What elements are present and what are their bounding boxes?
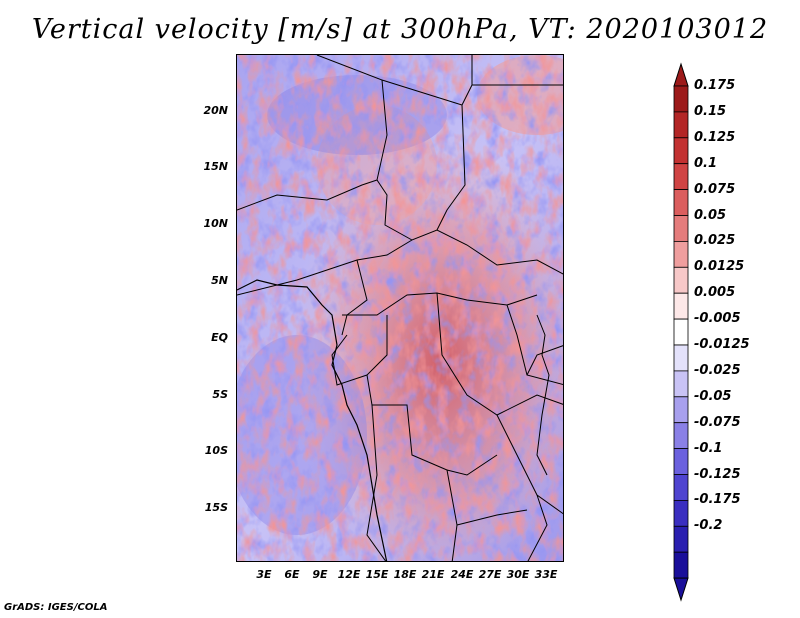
colorbar-level-label: 0.0125 [694,259,745,275]
colorbar-level-label: -0.075 [694,414,741,430]
colorbar-level-label: -0.125 [694,466,741,482]
colorbar-swatch [673,499,689,527]
colorbar-swatch [673,240,689,268]
lat-label-10S: 10S [204,444,228,457]
colorbar-level-label: 0.1 [694,155,718,171]
colorbar-level-label: 0.125 [694,129,736,145]
colorbar-swatch [673,422,689,450]
lat-label-5S: 5S [212,388,228,401]
colorbar-level-label: -0.05 [694,388,732,404]
colorbar-swatch [673,215,689,242]
colorbar-swatch [673,137,689,165]
colorbar-swatch [673,344,689,372]
colorbar-level-label: 0.05 [694,207,727,223]
field-texture [237,55,563,561]
colorbar-swatch [673,396,689,424]
lon-label-3E: 3E [256,568,272,581]
colorbar-swatch [673,266,689,294]
colorbar-swatch [673,318,689,346]
lon-label-21E: 21E [421,568,445,581]
lat-label-15N: 15N [203,160,228,173]
colorbar-swatch [673,292,689,320]
lon-label-30E: 30E [506,568,530,581]
map-field-svg [237,55,563,561]
lon-label-24E: 24E [450,568,474,581]
colorbar [673,62,689,602]
colorbar-level-label: 0.005 [694,285,736,301]
colorbar-level-label: -0.175 [694,492,741,508]
colorbar-level-label: 0.025 [694,233,736,249]
map-plot [236,54,564,562]
colorbar-bottom-cap [673,577,689,602]
lat-label-15S: 15S [204,501,228,514]
great-lakes-outline [536,314,550,476]
colorbar-swatch [673,163,689,190]
coastline [237,279,388,561]
colorbar-level-label: -0.1 [694,440,723,456]
lon-label-27E: 27E [478,568,502,581]
lon-label-18E: 18E [393,568,417,581]
colorbar-level-label: -0.005 [694,311,741,327]
colorbar-swatch [673,189,689,216]
lon-label-33E: 33E [534,568,558,581]
lon-label-12E: 12E [337,568,361,581]
colorbar-swatch [673,448,689,475]
country-borders [237,55,563,561]
colorbar-swatch [673,111,689,139]
lat-label-5N: 5N [211,274,228,287]
lon-label-9E: 9E [312,568,328,581]
colorbar-top-cap [673,62,689,87]
colorbar-level-label: -0.2 [694,518,723,534]
colorbar-swatch [673,370,689,398]
colorbar-level-label: 0.075 [694,181,736,197]
grads-credit: GrADS: IGES/COLA [4,602,108,613]
lat-label-EQ: EQ [211,331,228,344]
map-title: Vertical velocity [m/s] at 300hPa, VT: 2… [31,14,769,45]
lat-label-10N: 10N [203,217,228,230]
colorbar-level-label: 0.175 [694,78,736,93]
colorbar-swatch [673,474,689,501]
colorbar-swatch [673,525,689,553]
colorbar-level-label: -0.0125 [694,337,750,352]
colorbar-swatch [673,551,689,579]
lon-label-6E: 6E [284,568,300,581]
lon-label-15E: 15E [365,568,389,581]
colorbar-level-label: -0.025 [694,362,741,378]
lat-label-20N: 20N [203,104,228,117]
colorbar-swatch [673,85,689,113]
colorbar-level-label: 0.15 [694,103,727,119]
